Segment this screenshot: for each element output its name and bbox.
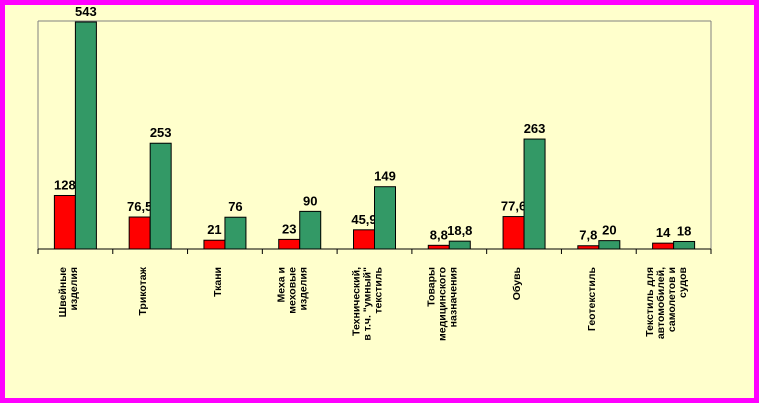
category-label-line: изделия	[68, 267, 80, 310]
category-label-line: медицинского	[436, 267, 448, 341]
category-label: Товары медицинского назначения	[425, 267, 459, 341]
category-label: Текстиль для автомобилей, самолетов и судов	[644, 266, 689, 339]
category-label-line: Геотекстиль	[586, 266, 598, 331]
category-label-line: судов	[677, 266, 689, 297]
data-label: 253	[150, 125, 172, 140]
data-label: 263	[524, 121, 546, 136]
category-label-line: автомобилей,	[655, 267, 667, 339]
category-label: Обувь	[511, 266, 523, 300]
category-label: Геотекстиль	[586, 266, 598, 331]
category-label: Швейные изделия	[57, 267, 80, 317]
red-bar-8	[577, 245, 600, 250]
data-label: 90	[303, 193, 317, 208]
category-label-line: в т.ч. "умный"	[362, 267, 374, 341]
data-label: 76,5	[127, 199, 152, 214]
data-label: 23	[282, 221, 296, 236]
category-label-line: текстиль	[373, 266, 385, 313]
data-label: 149	[374, 169, 396, 184]
green-bar-5	[374, 186, 396, 250]
category-label-line: Товары	[425, 267, 437, 307]
data-label: 18	[677, 223, 691, 238]
category-label-line: Технический,	[351, 267, 363, 336]
green-bar-6	[448, 240, 471, 250]
green-bar-4	[299, 210, 322, 250]
data-label: 20	[602, 223, 616, 238]
green-bar-1	[74, 21, 97, 250]
category-label-line: Меха и	[276, 267, 288, 303]
red-bar-1	[53, 194, 76, 250]
category-label-line: Ткани	[212, 267, 224, 297]
green-bar-2	[149, 142, 172, 250]
data-label: 14	[656, 225, 671, 240]
green-bar-3	[224, 216, 247, 250]
data-label: 77,6	[501, 199, 526, 214]
category-label: Технический, в т.ч. "умный" текстиль	[351, 266, 385, 340]
category-label: Трикотаж	[137, 266, 149, 315]
green-bar-8	[598, 240, 621, 250]
green-bar-7	[523, 138, 546, 250]
red-bar-3	[203, 239, 226, 250]
category-label-line: меховые	[287, 267, 299, 314]
red-bar-5	[353, 229, 375, 250]
data-label: 543	[75, 4, 97, 19]
data-label: 7,8	[579, 228, 597, 243]
red-bar-4	[278, 238, 301, 250]
data-label: 8,8	[430, 227, 448, 242]
data-label: 76	[228, 199, 242, 214]
red-bar-9	[652, 242, 675, 250]
red-bar-2	[128, 216, 151, 250]
category-label: Ткани	[212, 267, 224, 297]
data-label: 128	[54, 177, 76, 192]
data-label: 18,8	[447, 223, 472, 238]
category-label-line: Трикотаж	[137, 266, 149, 315]
category-label-line: изделия	[298, 267, 310, 310]
category-label-line: назначения	[447, 267, 459, 327]
category-label-line: Обувь	[511, 266, 523, 300]
category-label-line: самолетов и	[666, 267, 678, 332]
red-bar-7	[502, 216, 525, 250]
red-bar-6	[427, 244, 450, 250]
data-label: 21	[207, 222, 221, 237]
data-label: 45,9	[351, 212, 376, 227]
green-bar-9	[673, 240, 696, 250]
category-label-line: Швейные	[57, 267, 69, 317]
category-label: Меха и меховые изделия	[276, 267, 310, 314]
category-label-line: Текстиль для	[644, 267, 656, 337]
